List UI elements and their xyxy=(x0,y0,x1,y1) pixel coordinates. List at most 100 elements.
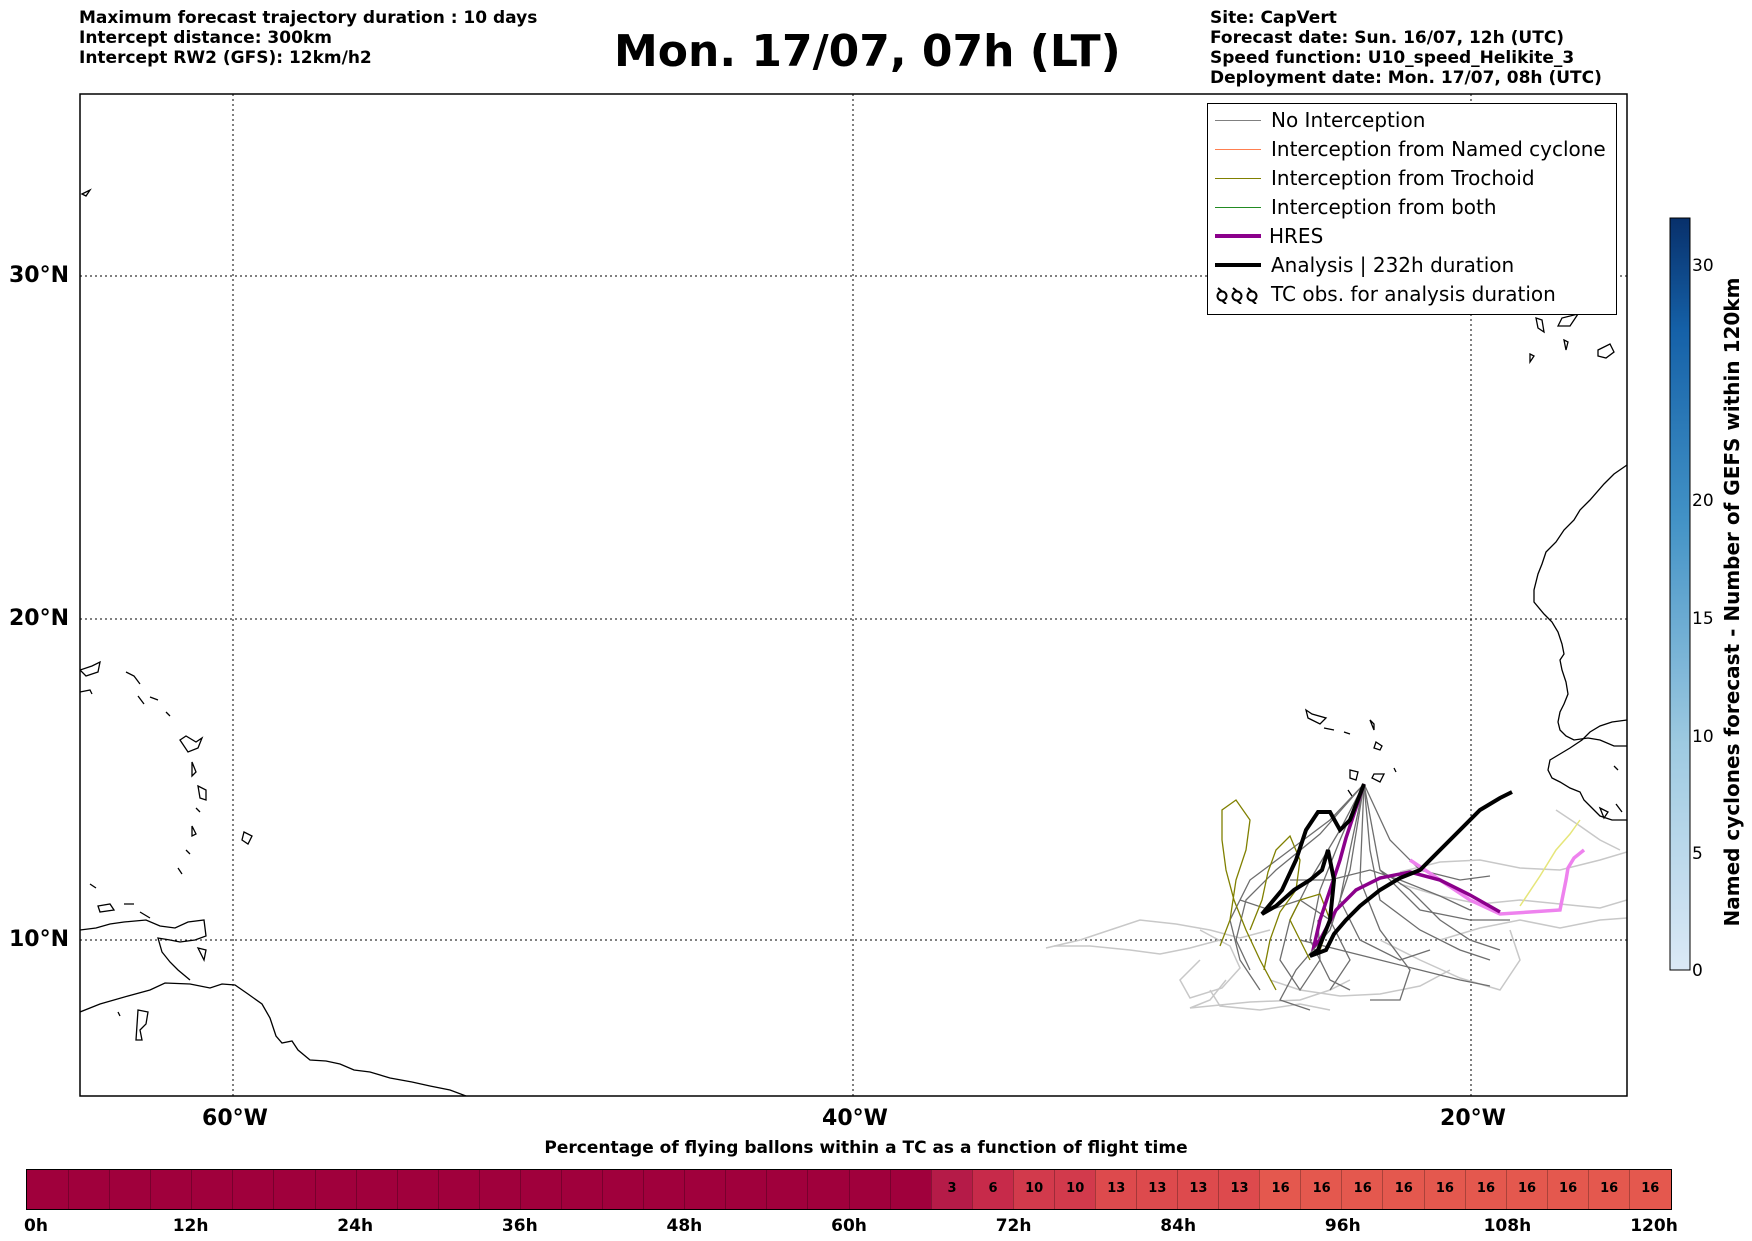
legend-swatch xyxy=(1215,207,1261,208)
legend-item-no-interception: No Interception xyxy=(1208,108,1616,132)
deployment-date-text: Deployment date: Mon. 17/07, 08h (UTC) xyxy=(1210,68,1602,88)
legend-swatch xyxy=(1215,120,1261,121)
strip-tick-label: 84h xyxy=(1160,1216,1197,1236)
strip-cell: 16 xyxy=(1300,1170,1342,1209)
lon-label-60w: 60°W xyxy=(202,1106,268,1131)
legend-item-tc-obs: TC obs. for analysis duration xyxy=(1208,282,1616,306)
strip-cell xyxy=(314,1170,357,1209)
strip-cell xyxy=(396,1170,439,1209)
strip-cell: 16 xyxy=(1464,1170,1507,1209)
trajectory-group-yellow xyxy=(1519,819,1581,907)
max-duration-text: Maximum forecast trajectory duration : 1… xyxy=(79,8,538,28)
trajectories xyxy=(1045,783,1627,1011)
coast-caribbean-islands xyxy=(80,660,253,1041)
colorbar-tick: 5 xyxy=(1692,844,1703,864)
colorbar-tick: 15 xyxy=(1692,609,1714,629)
legend-swatch xyxy=(1215,178,1261,179)
intercept-distance-text: Intercept distance: 300km xyxy=(79,28,332,48)
lon-label-40w: 40°W xyxy=(822,1106,888,1131)
legend-item-named-cyclone: Interception from Named cyclone xyxy=(1208,137,1616,161)
legend-item-analysis: Analysis | 232h duration xyxy=(1208,253,1616,277)
strip-tick-label: 0h xyxy=(24,1216,48,1236)
flight-time-strip: 3 6 10 10 13 13 13 13 16 16 16 16 16 16 16 16 16 16 xyxy=(26,1169,1672,1210)
legend-swatch xyxy=(1215,234,1261,238)
strip-title: Percentage of flying ballons within a TC… xyxy=(544,1138,1188,1158)
legend-swatch xyxy=(1215,149,1261,150)
strip-cell xyxy=(560,1170,603,1209)
strip-cell: 16 xyxy=(1587,1170,1630,1209)
strip-tick-label: 24h xyxy=(337,1216,374,1236)
strip-cell xyxy=(437,1170,480,1209)
tc-symbol-icon xyxy=(1216,287,1258,304)
legend-label: Interception from both xyxy=(1271,195,1497,219)
legend-label: Interception from Named cyclone xyxy=(1271,137,1606,161)
strip-cell xyxy=(889,1170,932,1209)
strip-cell: 16 xyxy=(1505,1170,1548,1209)
strip-tick-label: 120h xyxy=(1630,1216,1678,1236)
strip-cell xyxy=(273,1170,316,1209)
legend-label: Analysis | 232h duration xyxy=(1271,253,1515,277)
strip-cell: 13 xyxy=(1136,1170,1178,1209)
header-right: Site: CapVert Forecast date: Sun. 16/07,… xyxy=(1210,8,1602,88)
strip-cell: 16 xyxy=(1382,1170,1425,1209)
strip-cell xyxy=(109,1170,151,1209)
strip-cell: 10 xyxy=(1012,1170,1055,1209)
header-left: Maximum forecast trajectory duration : 1… xyxy=(79,8,537,68)
trajectory-group-gray xyxy=(1229,783,1510,1011)
map-frame xyxy=(79,93,1628,1097)
strip-cell xyxy=(232,1170,275,1209)
hres-extended-trajectory xyxy=(1409,848,1586,916)
strip-cell xyxy=(27,1170,69,1209)
strip-tick-label: 12h xyxy=(172,1216,209,1236)
lat-label-10n: 10°N xyxy=(9,927,70,952)
coast-africa-north xyxy=(1533,464,1627,747)
colorbar-tick: 10 xyxy=(1692,727,1714,747)
site-text: Site: CapVert xyxy=(1210,8,1337,28)
coast-canary-islands xyxy=(1529,312,1615,365)
map-legend: No Interception Interception from Named … xyxy=(1207,103,1617,315)
strip-cell xyxy=(519,1170,562,1209)
legend-label: TC obs. for analysis duration xyxy=(1271,282,1556,306)
coast-venezuela-north xyxy=(80,919,207,981)
strip-tick-label: 108h xyxy=(1483,1216,1532,1236)
legend-label: No Interception xyxy=(1271,108,1426,132)
page-title: Mon. 17/07, 07h (LT) xyxy=(614,26,1121,77)
strip-cell xyxy=(684,1170,726,1209)
analysis-trajectory xyxy=(1260,783,1513,958)
coastlines xyxy=(80,188,1627,1096)
strip-cell: 16 xyxy=(1341,1170,1384,1209)
strip-tick-label: 96h xyxy=(1324,1216,1361,1236)
coast-madeira xyxy=(80,188,92,197)
lon-label-20w: 20°W xyxy=(1440,1106,1506,1131)
strip-cell xyxy=(355,1170,398,1209)
strip-cell xyxy=(150,1170,192,1209)
strip-cell: 13 xyxy=(1094,1170,1137,1209)
legend-label: Interception from Trochoid xyxy=(1271,166,1535,190)
lat-label-20n: 20°N xyxy=(9,606,70,631)
colorbar-title: Named cyclones forecast - Number of GEFS… xyxy=(1720,277,1744,927)
strip-cell xyxy=(725,1170,767,1209)
strip-cell xyxy=(478,1170,521,1209)
intercept-rw2-text: Intercept RW2 (GFS): 12km/h2 xyxy=(79,48,372,68)
strip-cell xyxy=(602,1170,644,1209)
trajectory-group-light xyxy=(1045,809,1627,1011)
legend-swatch xyxy=(1215,263,1261,267)
coast-cape-verde xyxy=(1304,708,1397,797)
strip-cell: 13 xyxy=(1177,1170,1219,1209)
colorbar xyxy=(1669,217,1691,971)
strip-cell xyxy=(807,1170,850,1209)
strip-cell xyxy=(68,1170,110,1209)
lat-label-30n: 30°N xyxy=(9,263,70,288)
legend-item-both: Interception from both xyxy=(1208,195,1616,219)
strip-cell xyxy=(643,1170,685,1209)
strip-tick-label: 72h xyxy=(995,1216,1032,1236)
legend-item-trochoid: Interception from Trochoid xyxy=(1208,166,1616,190)
coast-south-america xyxy=(80,982,467,1096)
legend-item-hres: HRES xyxy=(1208,224,1616,248)
strip-cell: 16 xyxy=(1423,1170,1466,1209)
strip-tick-label: 60h xyxy=(831,1216,867,1236)
forecast-date-text: Forecast date: Sun. 16/07, 12h (UTC) xyxy=(1210,28,1565,48)
strip-cell: 3 xyxy=(930,1170,973,1209)
speed-function-text: Speed function: U10_speed_Helikite_3 xyxy=(1210,48,1575,68)
